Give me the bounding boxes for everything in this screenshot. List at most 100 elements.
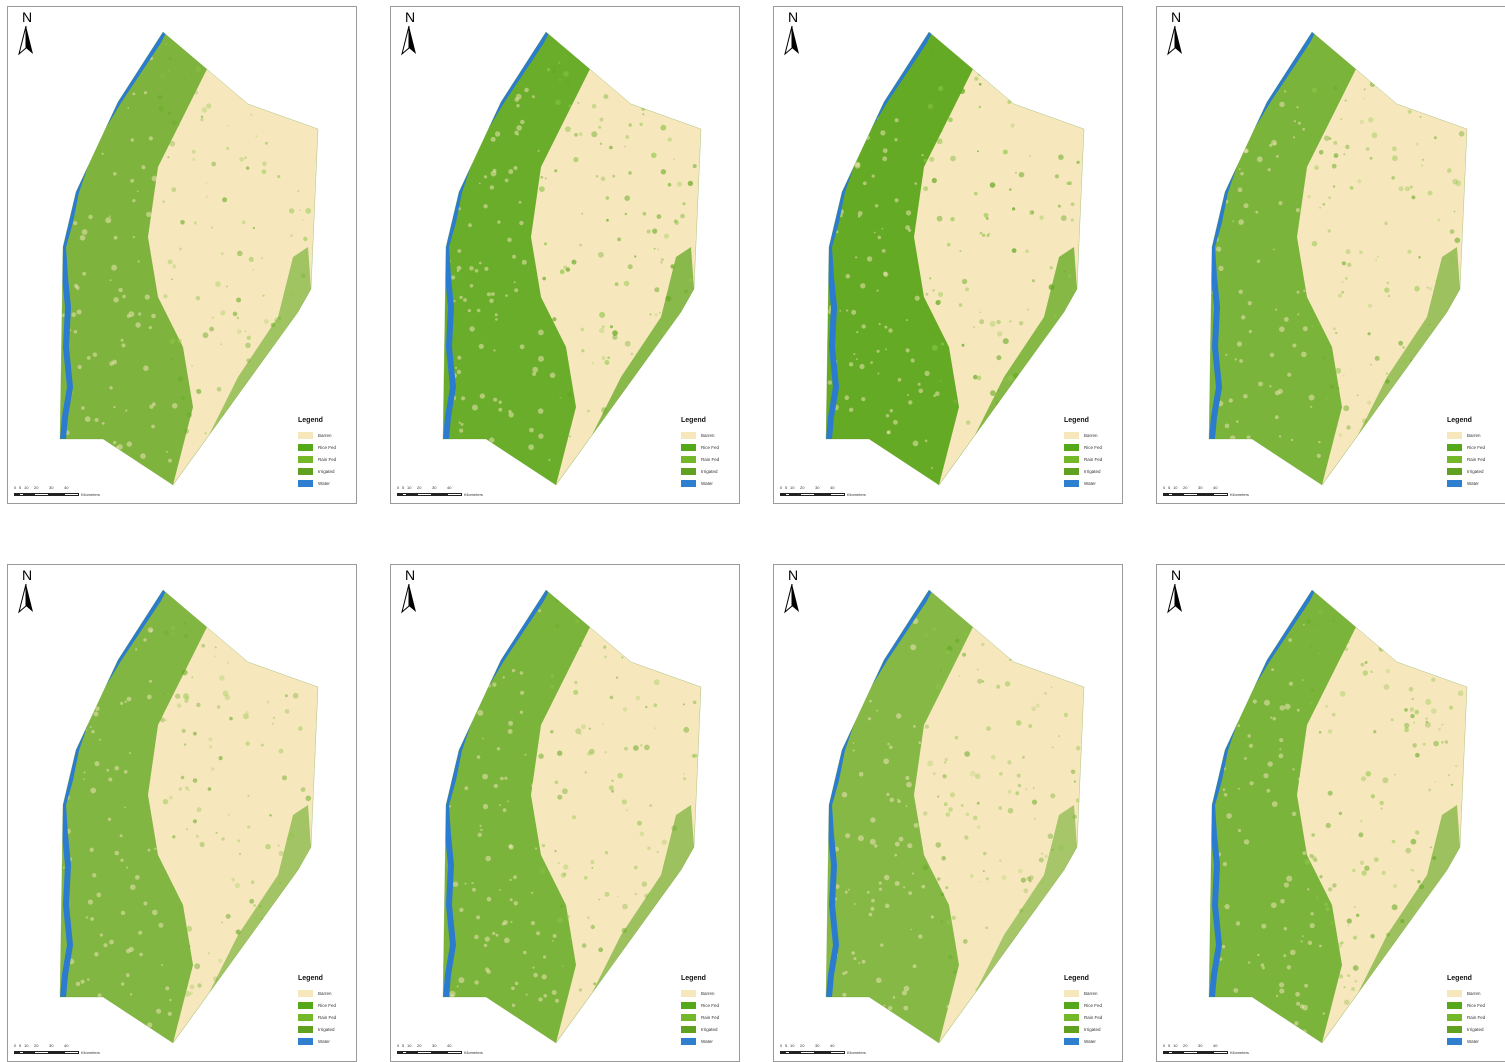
legend-item: Rice Fed bbox=[298, 999, 354, 1011]
legend-item: Irrigated bbox=[1447, 1023, 1503, 1035]
scale-tick-label: 10 bbox=[407, 1043, 412, 1048]
legend-label: Irrigated bbox=[1084, 1026, 1101, 1032]
legend-swatch bbox=[1064, 443, 1079, 451]
legend-label: Water bbox=[1467, 480, 1479, 486]
scale-tick-label: 10 bbox=[790, 485, 795, 490]
legend-swatch bbox=[298, 443, 313, 451]
north-arrow-icon bbox=[401, 583, 416, 614]
legend: Legend Barren Rice Fed Rain Fed Irrigated Wat… bbox=[298, 417, 354, 489]
legend-label: Irrigated bbox=[1467, 1026, 1484, 1032]
legend-swatch bbox=[1447, 431, 1462, 439]
north-label: N bbox=[22, 567, 33, 583]
legend-item: Barren bbox=[298, 987, 354, 999]
scale-tick-label: 40 bbox=[830, 1043, 835, 1048]
north-label: N bbox=[405, 9, 416, 25]
vegetation-region bbox=[443, 590, 591, 1043]
scale-tick-label: 20 bbox=[800, 1043, 805, 1048]
legend-swatch bbox=[681, 1013, 696, 1021]
legend: Legend Barren Rice Fed Rain Fed Irrigated Wat… bbox=[681, 417, 737, 489]
legend-label: Irrigated bbox=[318, 468, 335, 474]
legend-label: Irrigated bbox=[1084, 468, 1101, 474]
legend-label: Barren bbox=[1084, 990, 1098, 996]
legend-label: Water bbox=[701, 1038, 713, 1044]
scale-unit: Kilometers bbox=[1230, 1050, 1249, 1055]
legend-swatch bbox=[298, 467, 313, 475]
legend-item: Water bbox=[1447, 1035, 1503, 1047]
scale-tick-label: 5 bbox=[1168, 485, 1171, 490]
north-label: N bbox=[1171, 9, 1182, 25]
legend-item: Rain Fed bbox=[1064, 453, 1120, 465]
vegetation-region bbox=[60, 32, 208, 485]
scale-tick-label: 40 bbox=[64, 1043, 69, 1048]
legend-swatch bbox=[1064, 1013, 1079, 1021]
vegetation-region bbox=[1209, 590, 1357, 1043]
scale-tick-label: 20 bbox=[34, 1043, 39, 1048]
legend-swatch bbox=[681, 467, 696, 475]
legend-item: Water bbox=[298, 1035, 354, 1047]
legend-swatch bbox=[681, 455, 696, 463]
legend-item: Barren bbox=[1064, 429, 1120, 441]
map-panel-7: N Legend Barren Rice Fed Rain Fed Irrigated Wa… bbox=[773, 564, 1123, 1062]
legend-swatch bbox=[681, 1037, 696, 1045]
legend-item: Barren bbox=[1064, 987, 1120, 999]
scale-tick-label: 0 bbox=[1163, 485, 1166, 490]
legend-swatch bbox=[298, 479, 313, 487]
map-panel-4: N Legend Barren Rice Fed Rain Fed Irrigated Wa… bbox=[1156, 6, 1505, 504]
land-cover-map bbox=[1208, 31, 1468, 486]
land-cover-map bbox=[1208, 589, 1468, 1044]
scale-tick-label: 10 bbox=[1173, 485, 1178, 490]
north-label: N bbox=[788, 9, 799, 25]
legend-label: Rice Fed bbox=[318, 444, 337, 450]
legend-swatch bbox=[298, 431, 313, 439]
legend-swatch bbox=[1447, 455, 1462, 463]
legend-label: Water bbox=[318, 1038, 330, 1044]
legend-item: Barren bbox=[681, 987, 737, 999]
legend-swatch bbox=[298, 1013, 313, 1021]
legend-item: Rain Fed bbox=[1447, 453, 1503, 465]
legend-label: Water bbox=[1084, 1038, 1096, 1044]
north-arrow-icon bbox=[401, 25, 416, 56]
legend: Legend Barren Rice Fed Rain Fed Irrigated Wat… bbox=[1064, 975, 1120, 1047]
legend-item: Rice Fed bbox=[298, 441, 354, 453]
scale-tick-label: 0 bbox=[397, 485, 400, 490]
scale-tick-label: 20 bbox=[1183, 485, 1188, 490]
legend-label: Rain Fed bbox=[701, 1014, 720, 1020]
map-panel-8: N Legend Barren Rice Fed Rain Fed Irrigated Wa… bbox=[1156, 564, 1505, 1062]
river bbox=[443, 32, 549, 440]
legend-label: Rain Fed bbox=[1084, 456, 1103, 462]
north-label: N bbox=[1171, 567, 1182, 583]
legend-label: Rice Fed bbox=[1467, 1002, 1486, 1008]
legend-label: Barren bbox=[1084, 432, 1098, 438]
scale-tick-label: 40 bbox=[447, 485, 452, 490]
scale-tick-label: 30 bbox=[49, 485, 54, 490]
map-panel-3: N Legend Barren Rice Fed Rain Fed Irrigated Wa… bbox=[773, 6, 1123, 504]
legend-swatch bbox=[1064, 1025, 1079, 1033]
land-cover-map bbox=[442, 31, 702, 486]
legend-swatch bbox=[681, 431, 696, 439]
scale-tick-label: 20 bbox=[800, 485, 805, 490]
scale-unit: Kilometers bbox=[847, 492, 866, 497]
scale-tick-label: 40 bbox=[1213, 1043, 1218, 1048]
north-label: N bbox=[22, 9, 33, 25]
scale-bar: 0 5 10 20 30 40 Kilometers bbox=[14, 1043, 114, 1057]
legend-item: Barren bbox=[1447, 987, 1503, 999]
scale-tick-label: 20 bbox=[1183, 1043, 1188, 1048]
legend-label: Rice Fed bbox=[701, 1002, 720, 1008]
north-arrow: N bbox=[1165, 568, 1195, 628]
scale-tick-label: 30 bbox=[815, 485, 820, 490]
legend-item: Water bbox=[1064, 1035, 1120, 1047]
scale-unit: Kilometers bbox=[847, 1050, 866, 1055]
legend-swatch bbox=[298, 1001, 313, 1009]
land-cover-map bbox=[825, 589, 1085, 1044]
legend-swatch bbox=[1447, 1025, 1462, 1033]
scale-tick-label: 5 bbox=[785, 1043, 788, 1048]
legend-label: Irrigated bbox=[701, 468, 718, 474]
legend-title: Legend bbox=[298, 417, 323, 424]
legend-swatch bbox=[298, 1037, 313, 1045]
legend-title: Legend bbox=[1064, 417, 1089, 424]
legend-label: Water bbox=[1467, 1038, 1479, 1044]
north-arrow-icon bbox=[784, 583, 799, 614]
legend-item: Rain Fed bbox=[681, 453, 737, 465]
scale-tick-label: 30 bbox=[815, 1043, 820, 1048]
legend-item: Irrigated bbox=[681, 465, 737, 477]
